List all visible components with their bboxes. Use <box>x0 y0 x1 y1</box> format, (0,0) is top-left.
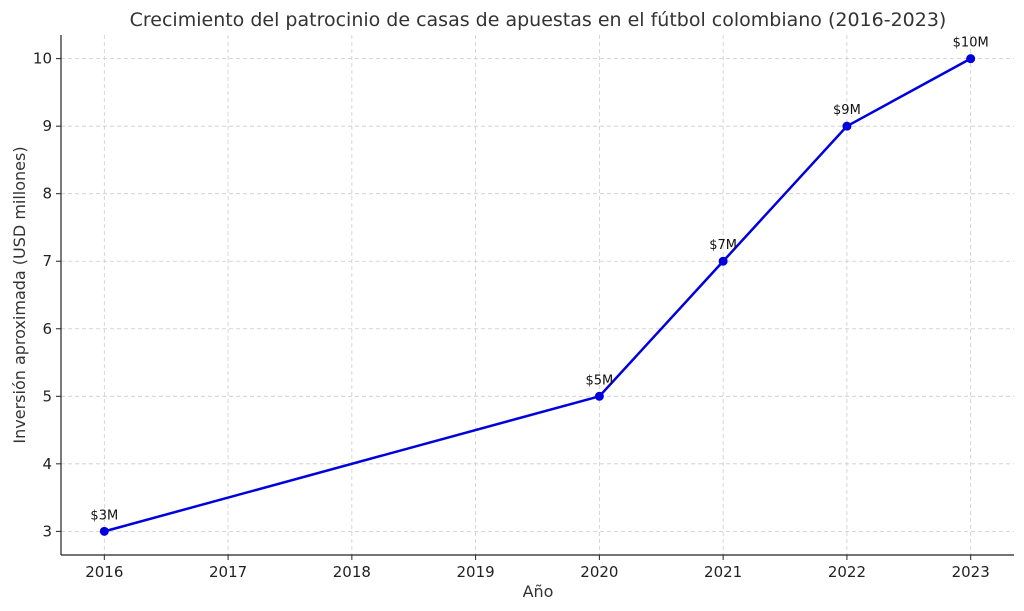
series-group: $3M $5M $7M $9M $10M <box>90 36 989 536</box>
y-tick-label: 9 <box>42 117 52 135</box>
grid <box>61 35 1014 555</box>
data-point <box>966 54 976 64</box>
x-tick-label: 2020 <box>580 563 618 581</box>
y-tick-label: 4 <box>42 455 52 473</box>
x-axis-ticks: 2016 2017 2018 2019 2020 2021 2022 2023 <box>85 555 990 581</box>
y-tick-label: 10 <box>33 50 52 68</box>
y-axis-ticks: 3 4 5 6 7 8 9 10 <box>33 50 61 540</box>
series-line <box>103 57 972 533</box>
y-tick-label: 5 <box>42 387 52 405</box>
x-tick-label: 2016 <box>85 563 123 581</box>
y-axis-title: Inversión aproximada (USD millones) <box>10 146 29 443</box>
y-tick-label: 6 <box>42 320 52 338</box>
data-point <box>842 121 852 131</box>
data-label: $5M <box>586 373 614 388</box>
data-label: $9M <box>833 103 861 118</box>
y-tick-label: 8 <box>42 185 52 203</box>
x-tick-label: 2019 <box>457 563 495 581</box>
data-label: $7M <box>709 238 737 253</box>
y-tick-label: 3 <box>42 522 52 540</box>
chart-title: Crecimiento del patrocinio de casas de a… <box>130 9 947 31</box>
x-tick-label: 2022 <box>828 563 866 581</box>
data-point <box>594 391 604 401</box>
data-point <box>718 256 728 266</box>
data-label: $3M <box>90 508 118 523</box>
x-tick-label: 2021 <box>704 563 742 581</box>
x-tick-label: 2018 <box>333 563 371 581</box>
x-axis-title: Año <box>523 582 554 601</box>
axes <box>60 35 1014 556</box>
y-tick-label: 7 <box>42 252 52 270</box>
x-tick-label: 2023 <box>952 563 990 581</box>
data-point <box>99 526 109 536</box>
x-tick-label: 2017 <box>209 563 247 581</box>
data-label: $10M <box>953 36 989 51</box>
